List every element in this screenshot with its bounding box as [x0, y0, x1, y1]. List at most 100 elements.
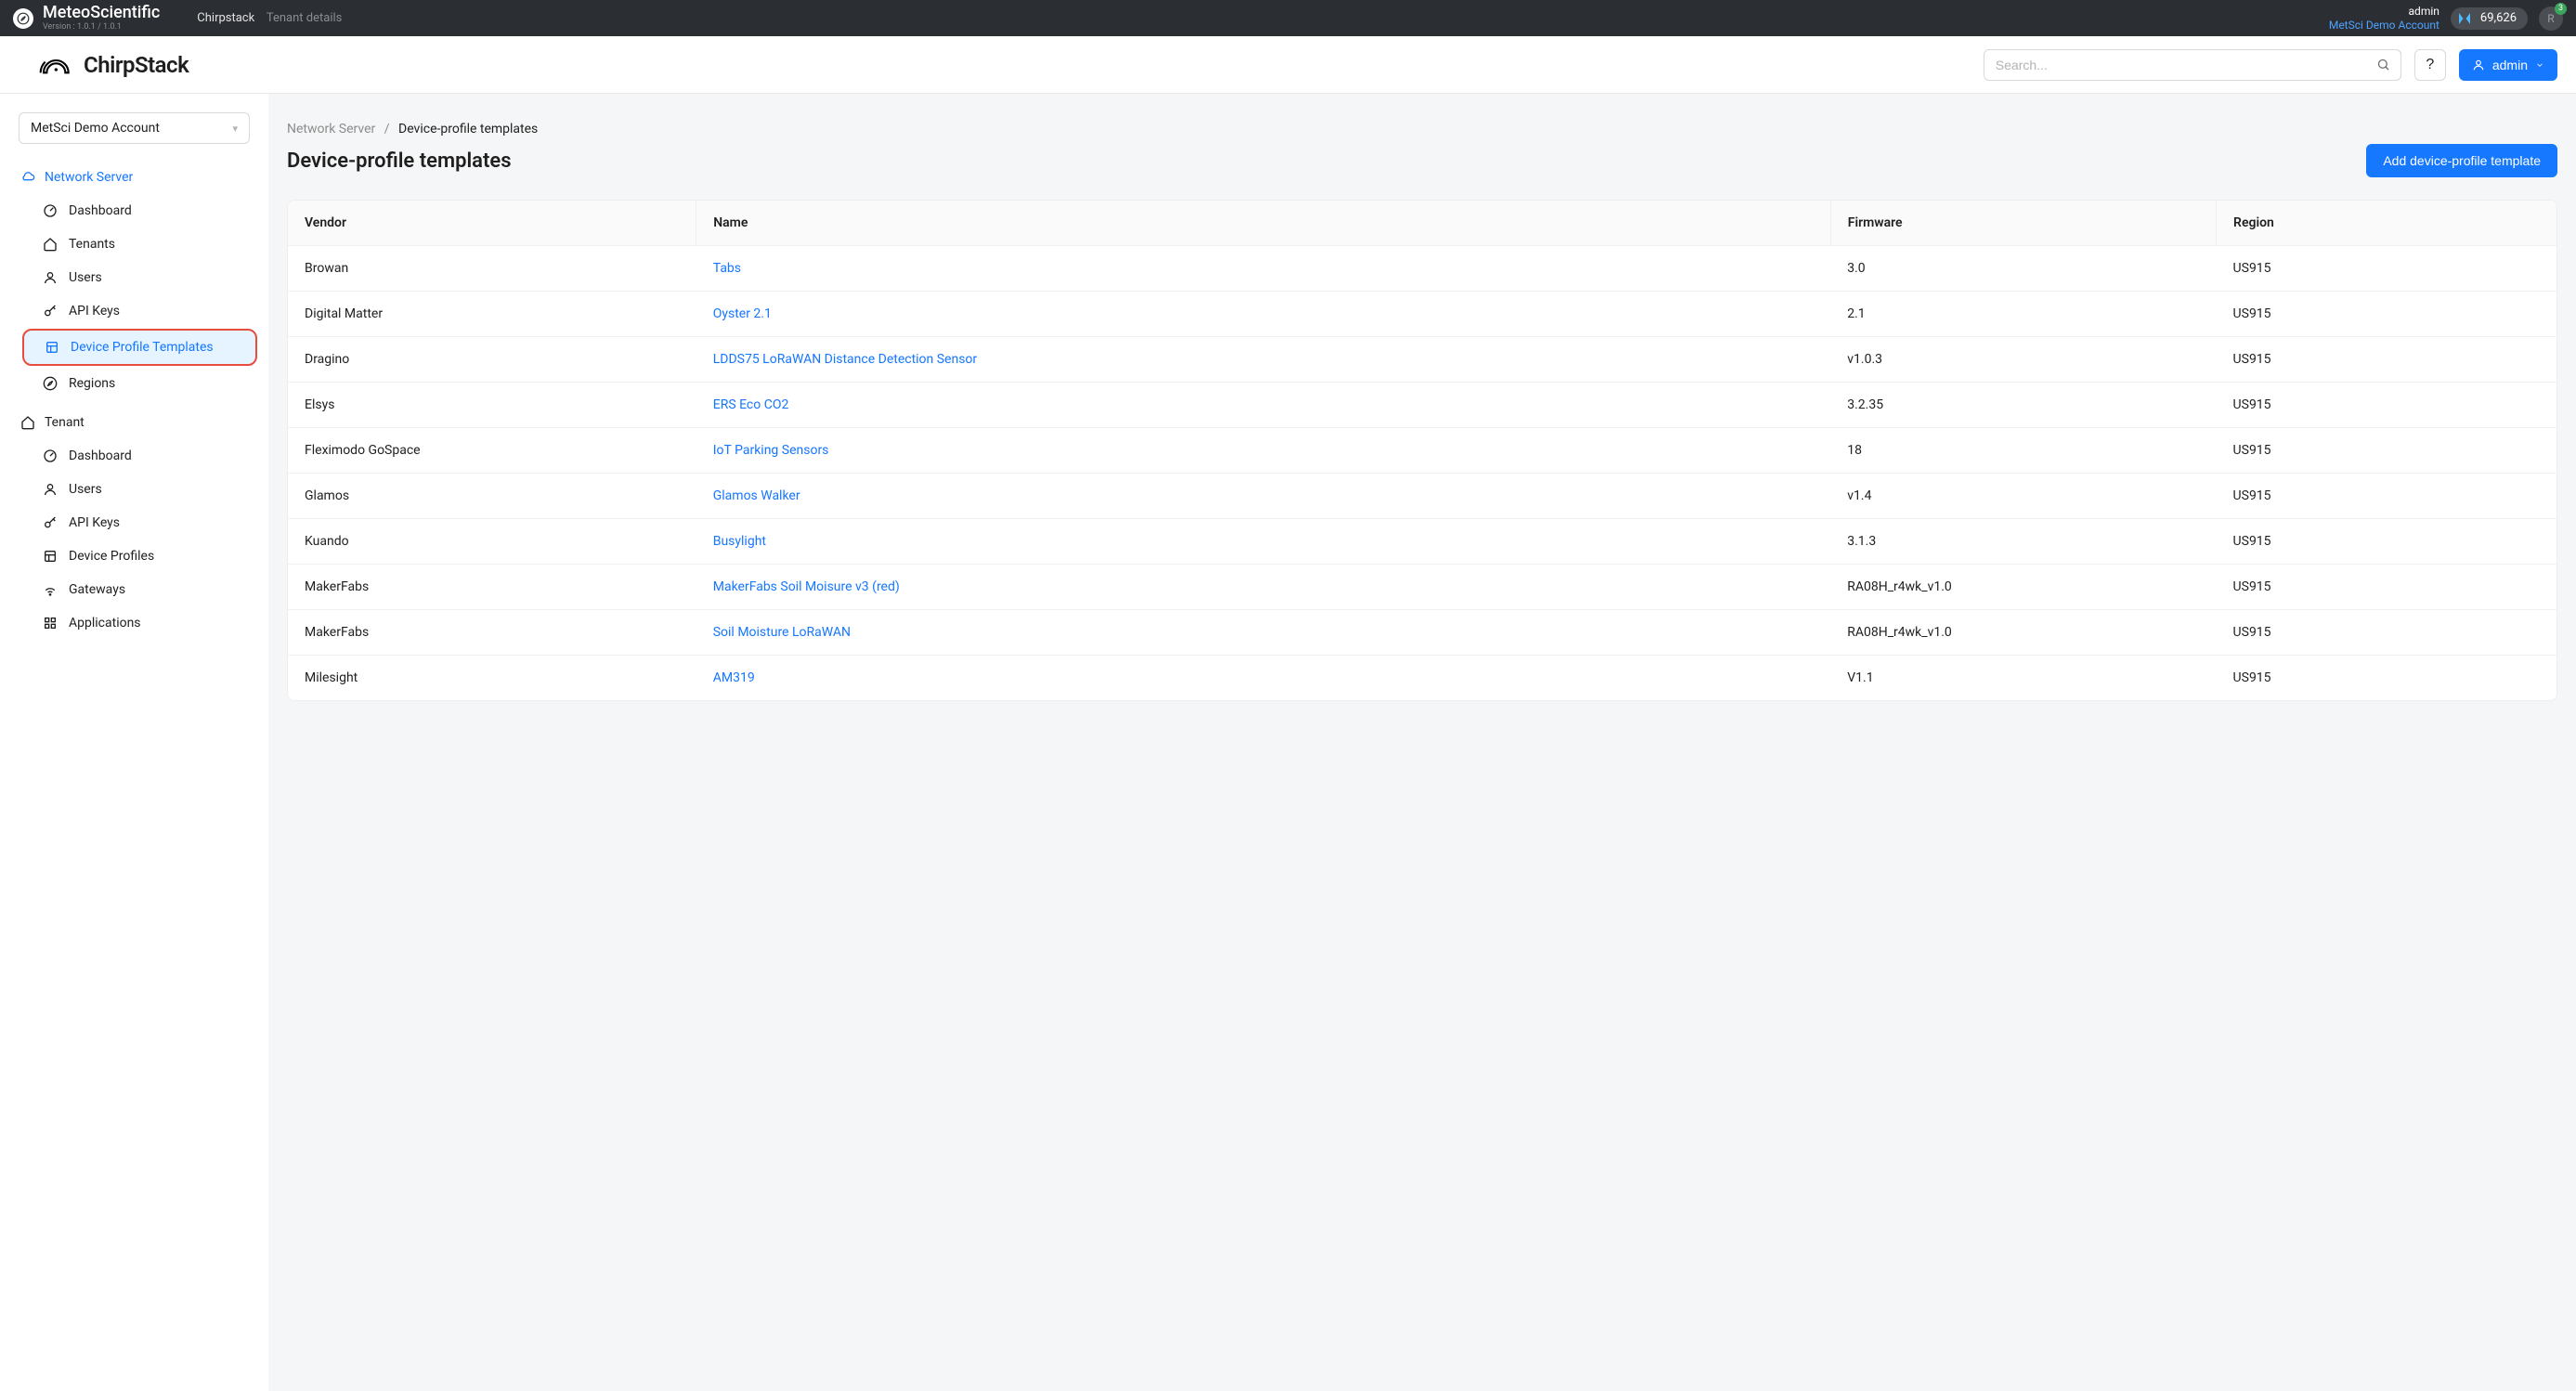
topbar-right: admin MetSci Demo Account 69,626 R 3 — [2329, 5, 2563, 32]
cell-firmware: 3.1.3 — [1830, 519, 2216, 565]
content: Network Server / Device-profile template… — [268, 94, 2576, 1391]
dashboard-icon — [43, 448, 58, 463]
sidebar-item-dashboard[interactable]: Dashboard — [0, 439, 268, 473]
sidebar-item-users[interactable]: Users — [0, 261, 268, 294]
sidebar-item-label: Users — [69, 482, 102, 497]
template-icon — [45, 340, 59, 355]
cell-vendor: Elsys — [288, 383, 696, 428]
template-link[interactable]: Glamos Walker — [713, 488, 800, 503]
logo-area[interactable]: ChirpStack — [39, 51, 189, 79]
help-button[interactable]: ? — [2414, 49, 2446, 81]
pill-logo-icon — [2456, 10, 2473, 27]
sidebar-item-users[interactable]: Users — [0, 473, 268, 506]
cell-name: LDDS75 LoRaWAN Distance Detection Sensor — [696, 337, 1831, 383]
admin-button-label: admin — [2492, 58, 2528, 72]
wifi-icon — [43, 582, 58, 597]
key-icon — [43, 304, 58, 318]
sidebar-item-label: API Keys — [69, 515, 120, 530]
table-row: GlamosGlamos Walkerv1.4US915 — [288, 474, 2556, 519]
add-device-profile-template-button[interactable]: Add device-profile template — [2366, 144, 2557, 177]
template-link[interactable]: Busylight — [713, 534, 766, 549]
cell-vendor: Glamos — [288, 474, 696, 519]
sidebar-item-applications[interactable]: Applications — [0, 606, 268, 640]
table-row: Fleximodo GoSpaceIoT Parking Sensors18US… — [288, 428, 2556, 474]
topbar-left: MeteoScientific Version : 1.0.1 / 1.0.1 … — [13, 5, 342, 32]
logo-text: ChirpStack — [84, 52, 189, 78]
cell-firmware: RA08H_r4wk_v1.0 — [1830, 610, 2216, 656]
template-link[interactable]: ERS Eco CO2 — [713, 397, 789, 412]
col-header-name[interactable]: Name — [696, 201, 1831, 246]
table-row: ElsysERS Eco CO23.2.35US915 — [288, 383, 2556, 428]
topbar-brand: MeteoScientific — [43, 5, 160, 21]
admin-button[interactable]: admin — [2459, 49, 2557, 81]
main-layout: MetSci Demo Account ▾ Network Server Das… — [0, 94, 2576, 1391]
cell-region: US915 — [2217, 610, 2556, 656]
template-link[interactable]: AM319 — [713, 670, 755, 685]
search-box — [1984, 49, 2401, 81]
cell-name: ERS Eco CO2 — [696, 383, 1831, 428]
cell-region: US915 — [2217, 565, 2556, 610]
sidebar-item-api-keys[interactable]: API Keys — [0, 506, 268, 540]
cell-vendor: Fleximodo GoSpace — [288, 428, 696, 474]
nav-section-tenant[interactable]: Tenant — [0, 406, 268, 439]
topbar-crumb-app[interactable]: Chirpstack — [197, 11, 254, 25]
compass-icon — [43, 376, 58, 391]
nav-section-tenant-label: Tenant — [45, 415, 85, 430]
key-icon — [43, 515, 58, 530]
sidebar-item-label: Users — [69, 270, 102, 285]
template-icon — [43, 549, 58, 564]
sidebar-item-gateways[interactable]: Gateways — [0, 573, 268, 606]
template-link[interactable]: LDDS75 LoRaWAN Distance Detection Sensor — [713, 352, 977, 367]
cell-vendor: MakerFabs — [288, 565, 696, 610]
nav-ns-items: DashboardTenants Users API Keys Device Prof… — [0, 194, 268, 400]
sidebar-item-dashboard[interactable]: Dashboard — [0, 194, 268, 228]
sidebar-item-label: Device Profile Templates — [71, 340, 214, 355]
table-row: MakerFabsSoil Moisture LoRaWANRA08H_r4wk… — [288, 610, 2556, 656]
avatar-badge[interactable]: R 3 — [2539, 6, 2563, 31]
template-link[interactable]: MakerFabs Soil Moisure v3 (red) — [713, 579, 900, 594]
cell-name: Oyster 2.1 — [696, 292, 1831, 337]
cell-vendor: Browan — [288, 246, 696, 292]
sidebar-item-api-keys[interactable]: API Keys — [0, 294, 268, 328]
cell-firmware: 3.2.35 — [1830, 383, 2216, 428]
sidebar-item-device-profile-templates[interactable]: Device Profile Templates — [22, 329, 257, 366]
cell-firmware: v1.0.3 — [1830, 337, 2216, 383]
breadcrumb-sep: / — [384, 122, 390, 136]
template-link[interactable]: Oyster 2.1 — [713, 306, 772, 321]
cell-firmware: RA08H_r4wk_v1.0 — [1830, 565, 2216, 610]
template-link[interactable]: IoT Parking Sensors — [713, 443, 829, 458]
cell-firmware: V1.1 — [1830, 656, 2216, 701]
col-header-vendor[interactable]: Vendor — [288, 201, 696, 246]
table-row: Digital MatterOyster 2.12.1US915 — [288, 292, 2556, 337]
table-wrap: Vendor Name Firmware Region Browan Tabs 3.… — [287, 200, 2557, 701]
cell-firmware: 2.1 — [1830, 292, 2216, 337]
cell-name: Glamos Walker — [696, 474, 1831, 519]
sidebar-item-regions[interactable]: Regions — [0, 367, 268, 400]
template-link[interactable]: Soil Moisture LoRaWAN — [713, 625, 851, 640]
topbar-version: Version : 1.0.1 / 1.0.1 — [43, 22, 160, 32]
page-title: Device-profile templates — [287, 150, 512, 173]
cell-name: IoT Parking Sensors — [696, 428, 1831, 474]
topbar-counter-pill[interactable]: 69,626 — [2451, 7, 2528, 30]
nav-section-network-server[interactable]: Network Server — [0, 161, 268, 194]
search-input[interactable] — [1984, 49, 2401, 81]
cell-region: US915 — [2217, 337, 2556, 383]
col-header-firmware[interactable]: Firmware — [1830, 201, 2216, 246]
cell-region: US915 — [2217, 519, 2556, 565]
sidebar-item-device-profiles[interactable]: Device Profiles — [0, 540, 268, 573]
user-icon — [2472, 58, 2485, 72]
app-header: ChirpStack ? admin — [0, 36, 2576, 94]
topbar-tenant-link[interactable]: MetSci Demo Account — [2329, 19, 2439, 32]
breadcrumb-root[interactable]: Network Server — [287, 122, 375, 136]
tenant-selector[interactable]: MetSci Demo Account ▾ — [19, 112, 250, 144]
search-button[interactable] — [2366, 49, 2401, 81]
sidebar-item-tenants[interactable]: Tenants — [0, 228, 268, 261]
sidebar-item-label: Applications — [69, 616, 141, 630]
table-row: DraginoLDDS75 LoRaWAN Distance Detection… — [288, 337, 2556, 383]
topbar-admin-col: admin MetSci Demo Account — [2329, 5, 2439, 32]
sidebar-item-label: Dashboard — [69, 448, 132, 463]
home-icon — [43, 237, 58, 252]
table-row: KuandoBusylight3.1.3US915 — [288, 519, 2556, 565]
col-header-region[interactable]: Region — [2217, 201, 2556, 246]
template-link[interactable]: Tabs — [713, 261, 741, 276]
